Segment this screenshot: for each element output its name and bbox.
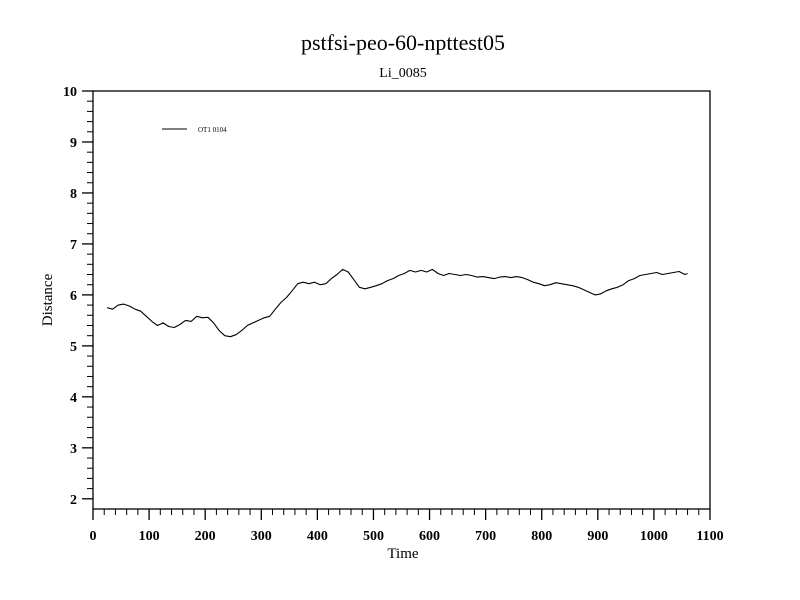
x-tick-label: 400 xyxy=(307,529,328,544)
y-tick-label: 5 xyxy=(70,340,77,355)
x-tick-label: 1100 xyxy=(696,529,723,544)
y-tick-label: 2 xyxy=(70,493,77,508)
y-tick-label: 4 xyxy=(70,391,77,406)
x-tick-label: 500 xyxy=(363,529,384,544)
x-tick-label: 300 xyxy=(251,529,272,544)
x-tick-label: 800 xyxy=(531,529,552,544)
x-tick-label: 600 xyxy=(419,529,440,544)
legend: OT1 0104 xyxy=(162,126,227,134)
y-tick-label: 10 xyxy=(63,85,77,100)
plot-frame xyxy=(92,90,711,510)
chart-title: pstfsi-peo-60-npttest05 xyxy=(301,30,505,55)
x-tick-label: 0 xyxy=(90,529,97,544)
x-tick-label: 100 xyxy=(139,529,160,544)
series-layer xyxy=(106,268,688,338)
x-tick-label: 900 xyxy=(587,529,608,544)
x-tick-label: 1000 xyxy=(640,529,668,544)
y-tick-label: 8 xyxy=(70,187,77,202)
series-line xyxy=(106,268,688,338)
y-tick-label: 3 xyxy=(70,442,77,457)
x-axis-label: Time xyxy=(387,546,418,562)
chart-subtitle: Li_0085 xyxy=(379,66,426,81)
y-tick-label: 6 xyxy=(70,289,77,304)
y-axis-label: Distance xyxy=(40,273,56,326)
x-tick-label: 700 xyxy=(475,529,496,544)
x-axis: 0 100 200 300 400 500 600 700 800 900 1000 1100 xyxy=(90,509,724,544)
legend-label: OT1 0104 xyxy=(198,126,227,134)
y-axis: 2 3 4 5 6 7 8 9 10 xyxy=(63,85,93,508)
y-tick-label: 9 xyxy=(70,136,77,151)
x-tick-label: 200 xyxy=(195,529,216,544)
y-tick-label: 7 xyxy=(70,238,77,253)
